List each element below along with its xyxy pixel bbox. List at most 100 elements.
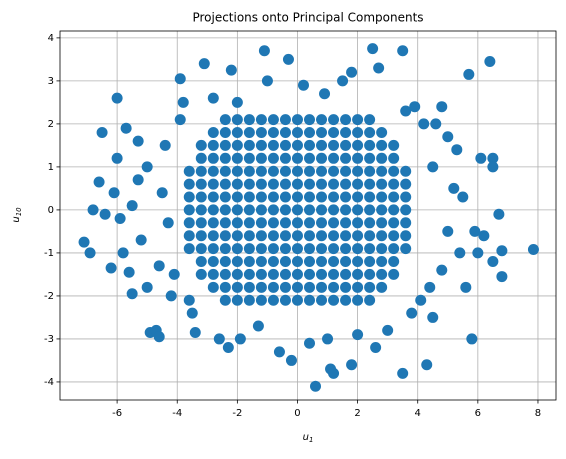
point [340,126,352,138]
point [267,268,279,280]
point [126,200,138,212]
point [376,165,388,177]
point [219,217,231,229]
point [231,126,243,138]
point [279,256,291,268]
point [279,204,291,216]
point [267,178,279,190]
x-tick-label: 2 [354,408,360,419]
point [328,256,340,268]
point [340,152,352,164]
point [316,268,328,280]
x-tick-label: 6 [475,408,481,419]
point [183,204,195,216]
point [340,256,352,268]
point [207,217,219,229]
point [267,204,279,216]
point [231,165,243,177]
point [243,217,255,229]
point [267,243,279,255]
point [243,281,255,293]
point [162,217,174,229]
point [316,165,328,177]
point [316,126,328,138]
point [153,260,165,272]
point [222,342,234,354]
point [219,204,231,216]
point [261,75,273,87]
point [267,165,279,177]
point [219,178,231,190]
point [231,268,243,280]
point [316,294,328,306]
point [388,256,400,268]
point [231,204,243,216]
point [304,191,316,203]
point [207,281,219,293]
point [255,281,267,293]
point [207,256,219,268]
point [96,126,108,138]
point [267,191,279,203]
point [279,230,291,242]
point [352,294,364,306]
point [427,161,439,173]
point [316,256,328,268]
point [340,230,352,242]
point [243,243,255,255]
point [207,92,219,104]
point [231,281,243,293]
point [108,187,120,199]
y-tick-label: -4 [44,377,54,388]
point [352,152,364,164]
point [421,359,433,371]
point [132,135,144,147]
point [291,165,303,177]
point [388,268,400,280]
x-label-sub: 1 [309,436,313,444]
point [304,178,316,190]
point [291,178,303,190]
point [243,256,255,268]
point [219,294,231,306]
point [243,294,255,306]
point [316,114,328,126]
point [156,187,168,199]
point [183,217,195,229]
point [195,256,207,268]
point [243,204,255,216]
point [454,247,466,259]
point [388,178,400,190]
point [279,165,291,177]
point [493,208,505,220]
point [337,75,349,87]
point [297,79,309,91]
point [328,217,340,229]
point [291,191,303,203]
point [364,256,376,268]
point [243,114,255,126]
point [316,217,328,229]
point [285,354,297,366]
point [352,256,364,268]
point [442,131,454,143]
point [255,217,267,229]
point [328,178,340,190]
point [291,217,303,229]
point [400,165,412,177]
point [291,152,303,164]
point [376,230,388,242]
point [282,53,294,65]
point [231,114,243,126]
point [364,268,376,280]
point [328,114,340,126]
x-label-base: u [303,432,309,443]
y-tick-label: 3 [48,76,54,87]
point [255,191,267,203]
point [469,225,481,237]
point [183,191,195,203]
point [132,174,144,186]
point [352,243,364,255]
point [291,126,303,138]
point [328,243,340,255]
